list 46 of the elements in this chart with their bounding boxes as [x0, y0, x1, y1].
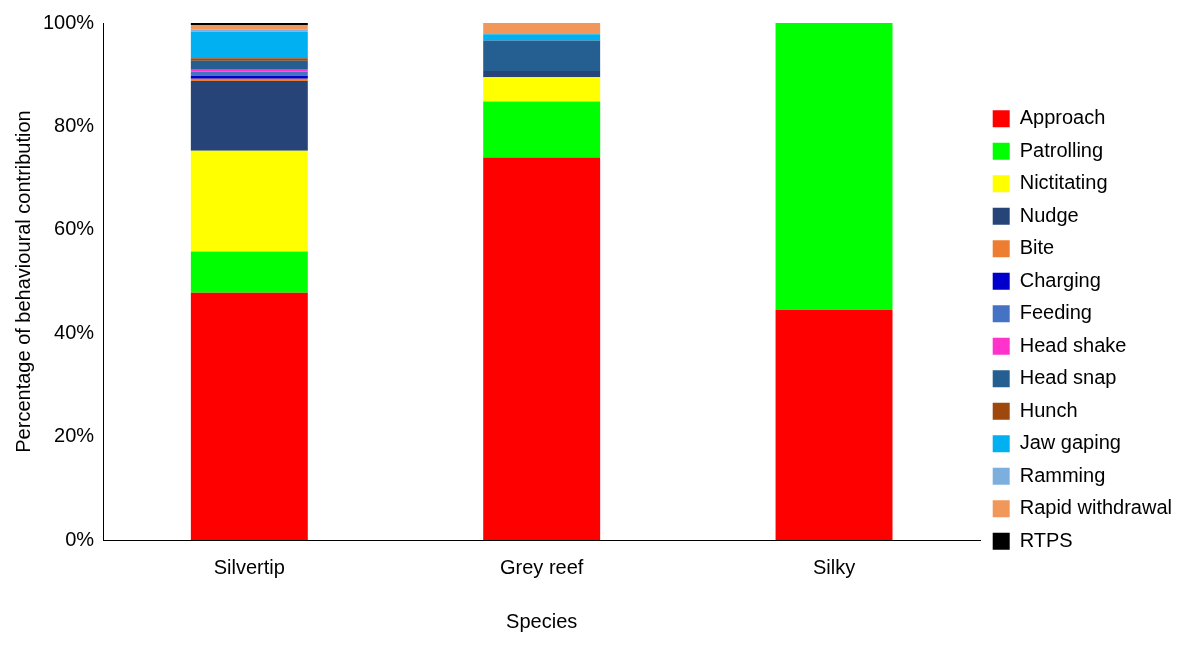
bar [190, 60, 308, 70]
bar [483, 157, 601, 540]
legend-label: RTPS [1019, 528, 1073, 551]
bar [483, 34, 601, 41]
y-axis-title: Percentage of behavioural contribution [11, 110, 34, 453]
legend-label: Ramming [1019, 463, 1106, 486]
bar [190, 69, 308, 72]
bar [775, 309, 893, 540]
bar [483, 40, 601, 72]
y-tick-label: 100% [43, 10, 95, 33]
x-axis-title: Species [506, 609, 578, 632]
bar [483, 77, 601, 102]
bar [190, 25, 308, 30]
bar [190, 251, 308, 293]
bar [190, 29, 308, 32]
legend-label: Bite [1019, 236, 1055, 259]
legend-label: Patrolling [1019, 138, 1104, 161]
legend-label: Jaw gaping [1019, 431, 1121, 454]
x-tick-label: Silky [812, 555, 856, 578]
bar [190, 58, 308, 61]
legend-label: Nictitating [1019, 171, 1108, 194]
legend-label: Head snap [1019, 366, 1117, 389]
y-tick-label: 20% [54, 424, 95, 447]
x-tick-label: Grey reef [500, 555, 584, 578]
x-tick-label: Silvertip [213, 555, 285, 578]
y-tick-label: 0% [65, 527, 95, 550]
legend-label: Rapid withdrawal [1019, 496, 1172, 519]
legend-label: Approach [1019, 106, 1106, 129]
bar [483, 71, 601, 78]
legend-label: Charging [1019, 268, 1101, 291]
legend-label: Hunch [1019, 398, 1078, 421]
legend-label: Head shake [1019, 333, 1127, 356]
y-tick-label: 80% [54, 113, 95, 136]
y-tick-label: 60% [54, 217, 95, 240]
bar [190, 80, 308, 151]
legend-label: Feeding [1019, 301, 1092, 324]
bar [190, 292, 308, 540]
bar [190, 71, 308, 76]
bar [483, 23, 601, 35]
bar [190, 150, 308, 252]
bar [190, 31, 308, 59]
legend-label: Nudge [1019, 203, 1079, 226]
y-tick-label: 40% [54, 320, 95, 343]
bar [190, 23, 308, 26]
bar [483, 101, 601, 158]
bar [775, 23, 893, 310]
